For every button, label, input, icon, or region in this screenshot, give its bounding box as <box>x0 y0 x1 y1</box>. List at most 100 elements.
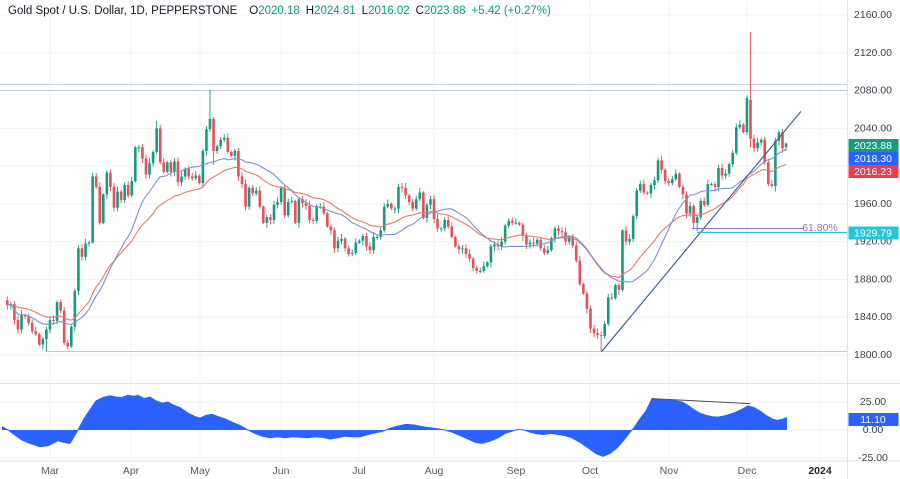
candle-body <box>126 185 130 196</box>
candle-body <box>286 202 290 216</box>
time-axis-label[interactable]: May <box>190 465 211 477</box>
candle-body <box>130 181 134 196</box>
candle-body <box>724 173 727 176</box>
time-axis-label[interactable]: Nov <box>660 465 679 477</box>
candle-body <box>518 222 521 225</box>
candle-body <box>269 217 272 220</box>
candle-body <box>734 127 738 153</box>
candle-body <box>738 124 742 128</box>
candle-body <box>507 220 510 226</box>
candle-body <box>262 206 265 223</box>
candle-body <box>148 163 151 175</box>
candle-body <box>141 147 144 159</box>
candle-body <box>720 168 724 176</box>
price-badge <box>848 152 899 165</box>
candle-body <box>244 184 247 207</box>
candle-body <box>23 315 27 317</box>
candle-body <box>699 201 703 218</box>
price-badge-label: 2023.88 <box>854 140 892 152</box>
candle-body <box>347 248 350 254</box>
candle-body <box>322 206 326 214</box>
ma-blue-line[interactable] <box>7 148 787 325</box>
divergence-line[interactable] <box>651 398 751 405</box>
candle-body <box>443 219 446 229</box>
candle-body <box>638 184 642 191</box>
candle-body <box>478 270 482 272</box>
candle-body <box>674 173 678 180</box>
candle-body <box>468 253 471 259</box>
candle-body <box>745 98 749 133</box>
candle-body <box>603 323 607 337</box>
candle-body <box>358 240 361 243</box>
time-axis-label[interactable]: Mar <box>41 465 60 477</box>
candle-body <box>48 320 52 330</box>
symbol-title[interactable]: Gold Spot / U.S. Dollar, 1D, PEPPERSTONE <box>8 5 238 17</box>
time-axis-label[interactable]: Jul <box>352 465 365 477</box>
candle-body <box>30 322 34 332</box>
time-axis-label[interactable]: Oct <box>582 465 598 477</box>
time-axis-label[interactable]: Dec <box>738 465 757 477</box>
time-axis-label[interactable]: 2024 <box>808 465 832 477</box>
candle-body <box>685 194 688 214</box>
candle-body <box>109 172 112 187</box>
oscillator-axis-label: -25.00 <box>858 452 888 464</box>
candle-body <box>187 168 190 177</box>
ohlc-values: O2020.18 H2024.81 L2016.02 C2023.88 <box>243 5 465 17</box>
price-axis-label: 1800.00 <box>854 349 892 361</box>
candle-body <box>510 220 514 223</box>
candle-body <box>112 186 116 208</box>
candle-body <box>386 203 390 207</box>
ma-red-line[interactable] <box>7 163 787 321</box>
candle-body <box>70 326 73 347</box>
time-axis-label[interactable]: Sep <box>507 465 526 477</box>
time-axis-label[interactable]: Apr <box>123 465 140 477</box>
candle-body <box>528 242 532 245</box>
candle-body <box>41 338 45 345</box>
candle-body <box>560 231 564 233</box>
candle-body <box>315 206 318 221</box>
candle-body <box>105 172 109 195</box>
price-badge-label: 11.10 <box>860 414 886 426</box>
candle-body <box>20 315 23 330</box>
candle-body <box>158 128 162 163</box>
candle-body <box>759 139 763 143</box>
candle-body <box>173 161 176 172</box>
time-axis-label[interactable]: Jun <box>273 465 290 477</box>
candle-body <box>222 137 226 140</box>
candle-body <box>311 219 315 221</box>
candle-body <box>482 266 486 271</box>
candle-body <box>102 194 105 223</box>
time-axis-label[interactable]: Aug <box>425 465 444 477</box>
candle-body <box>574 245 578 261</box>
candle-body <box>532 242 535 244</box>
candle-body <box>194 175 198 179</box>
candle-body <box>567 236 571 242</box>
candle-body <box>582 284 585 294</box>
candle-body <box>439 228 443 230</box>
candle-body <box>500 241 503 247</box>
candle-body <box>489 246 493 263</box>
candle-body <box>695 217 699 223</box>
candle-body <box>493 244 496 247</box>
ohlc-letter: O <box>249 5 259 17</box>
candle-body <box>756 142 759 149</box>
candle-body <box>265 217 269 223</box>
candle-body <box>237 151 240 177</box>
oscillator-area[interactable] <box>2 395 787 457</box>
candle-body <box>326 213 329 227</box>
candle-body <box>571 236 575 246</box>
trendline[interactable] <box>601 110 802 353</box>
candle-body <box>425 204 429 219</box>
candle-body <box>258 190 262 207</box>
candle-body <box>436 219 439 229</box>
oscillator-axis-label: 25.00 <box>860 396 886 408</box>
candle-body <box>407 195 411 202</box>
candle-body <box>692 205 695 223</box>
candle-body <box>610 297 614 299</box>
candle-body <box>336 240 340 249</box>
candle-body <box>486 262 489 267</box>
ohlc-value: 2020.18 <box>258 5 300 17</box>
candle-body <box>251 187 254 194</box>
candle-body <box>52 320 55 322</box>
